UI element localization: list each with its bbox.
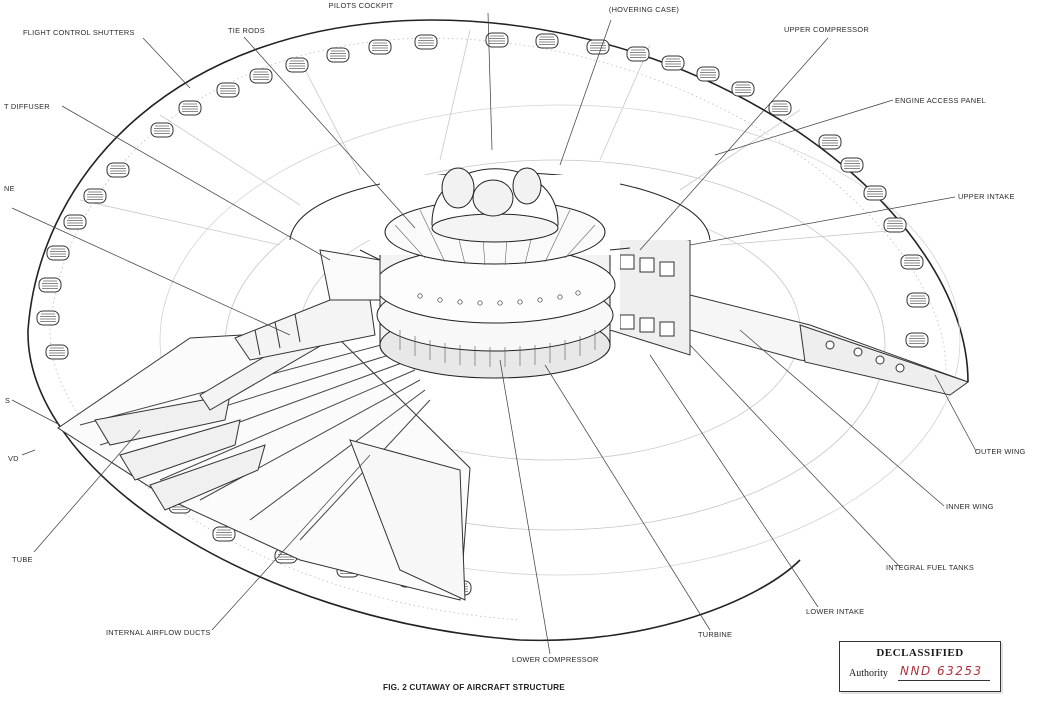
diffuser-duct: [234, 249, 381, 361]
label-engine-access-panel: ENGINE ACCESS PANEL: [895, 96, 986, 105]
label-left-partial-s: S: [5, 396, 11, 405]
label-hovering-case: (HOVERING CASE): [608, 5, 680, 14]
label-left-partial-ne: NE: [4, 184, 15, 193]
label-inner-wing: INNER WING: [946, 502, 994, 511]
label-tube: TUBE: [12, 555, 33, 564]
label-integral-fuel-tanks: INTEGRAL FUEL TANKS: [886, 563, 975, 572]
engine-core: [289, 167, 711, 379]
wing-section: [609, 229, 970, 396]
label-upper-compressor: UPPER COMPRESSOR: [784, 25, 869, 34]
label-lower-compressor: LOWER COMPRESSOR: [512, 655, 599, 664]
label-turbine: TURBINE: [698, 630, 733, 639]
label-upper-intake: UPPER INTAKE: [958, 192, 1015, 201]
label-left-partial-vd: VD: [8, 454, 19, 463]
leader-lines: [11, 12, 977, 655]
label-flight-control-shutters: FLIGHT CONTROL SHUTTERS: [23, 28, 135, 37]
stamp-title: DECLASSIFIED: [876, 647, 964, 659]
figure-caption: FIG. 2 CUTAWAY OF AIRCRAFT STRUCTURE: [383, 683, 565, 692]
label-outer-wing: OUTER WING: [975, 447, 1026, 456]
label-pilots-cockpit: PILOTS COCKPIT: [328, 1, 394, 10]
label-lower-intake: LOWER INTAKE: [806, 607, 865, 616]
label-internal-airflow-ducts: INTERNAL AIRFLOW DUCTS: [106, 628, 211, 637]
stamp-underline: [898, 680, 990, 681]
label-tie-rods: TIE RODS: [228, 26, 265, 35]
declassified-stamp: DECLASSIFIED Authority NND 63253: [839, 641, 1001, 692]
stamp-authority-value: NND 63253: [900, 664, 983, 678]
label-diffuser: T DIFFUSER: [4, 102, 50, 111]
stamp-authority-label: Authority: [849, 668, 888, 679]
